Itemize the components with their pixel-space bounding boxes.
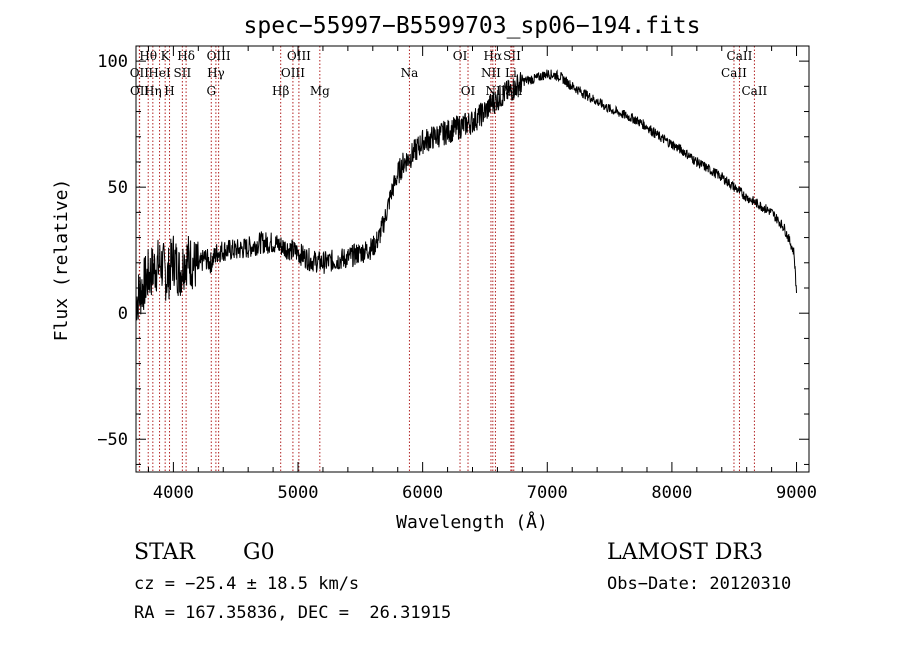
spectral-line-label: Hη — [144, 84, 162, 98]
spectral-line-label: Li — [505, 66, 517, 80]
spectral-line-label: Mg — [310, 84, 330, 98]
y-tick-label: −50 — [97, 430, 128, 450]
x-tick-label: 4000 — [153, 483, 194, 503]
x-tick-label: 7000 — [527, 483, 568, 503]
x-tick-label: 6000 — [402, 483, 443, 503]
spectral-line-label: OII — [130, 84, 150, 98]
spectral-line-label: OI — [453, 49, 468, 63]
spectral-line-label: NII — [481, 66, 501, 80]
spectral-line-label: HeI — [148, 66, 171, 80]
spectral-line-label: OII — [130, 66, 150, 80]
spectral-line-label: OI — [461, 84, 476, 98]
observation-date: Obs−Date: 20120310 — [607, 574, 792, 594]
x-axis-label: Wavelength (Å) — [396, 511, 548, 533]
coordinates: RA = 167.35836, DEC = 26.31915 — [134, 603, 452, 623]
spectral-line-label: OIII — [207, 49, 231, 63]
spectral-line-label: H — [164, 84, 174, 98]
object-subclass: G0 — [243, 540, 275, 565]
chart-title: spec−55997−B5599703_sp06−194.fits — [244, 13, 701, 39]
spectral-line-label: Hβ — [272, 84, 289, 98]
spectral-line-label: Hγ — [207, 66, 225, 80]
spectral-line-label: CaII — [741, 84, 767, 98]
spectral-line-label: SII — [174, 66, 192, 80]
spectral-line-label: Hδ — [177, 49, 195, 63]
y-tick-label: 0 — [118, 304, 128, 324]
object-class: STAR — [134, 540, 195, 565]
spectral-line-label: Hθ — [139, 49, 157, 63]
plot-frame — [135, 45, 810, 473]
x-tick-label: 8000 — [651, 483, 692, 503]
survey-name: LAMOST DR3 — [607, 540, 763, 565]
y-axis-label: Flux (relative) — [51, 179, 72, 342]
spectral-line-label: G — [206, 84, 216, 98]
spectral-line-label: OIII — [281, 66, 305, 80]
y-tick-label: 50 — [108, 178, 128, 198]
spectral-line-label: Hα — [484, 49, 503, 63]
spectral-line-label: CaII — [721, 66, 747, 80]
redshift-cz: cz = −25.4 ± 18.5 km/s — [134, 574, 360, 594]
spectral-line-label: Na — [401, 66, 419, 80]
spectral-line-label: CaII — [727, 49, 753, 63]
spectral-line-label: K — [161, 49, 171, 63]
x-tick-label: 5000 — [278, 483, 319, 503]
spectral-line-label: SII — [503, 49, 521, 63]
spectrum-line — [135, 69, 797, 321]
spectrum-series — [135, 69, 797, 321]
y-tick-label: 100 — [97, 52, 128, 72]
axis-ticks: 4000 5000 6000 7000 8000 9000 −50 0 50 100 — [97, 46, 817, 503]
spectral-line-label: OIII — [287, 49, 311, 63]
x-tick-label: 9000 — [776, 483, 817, 503]
